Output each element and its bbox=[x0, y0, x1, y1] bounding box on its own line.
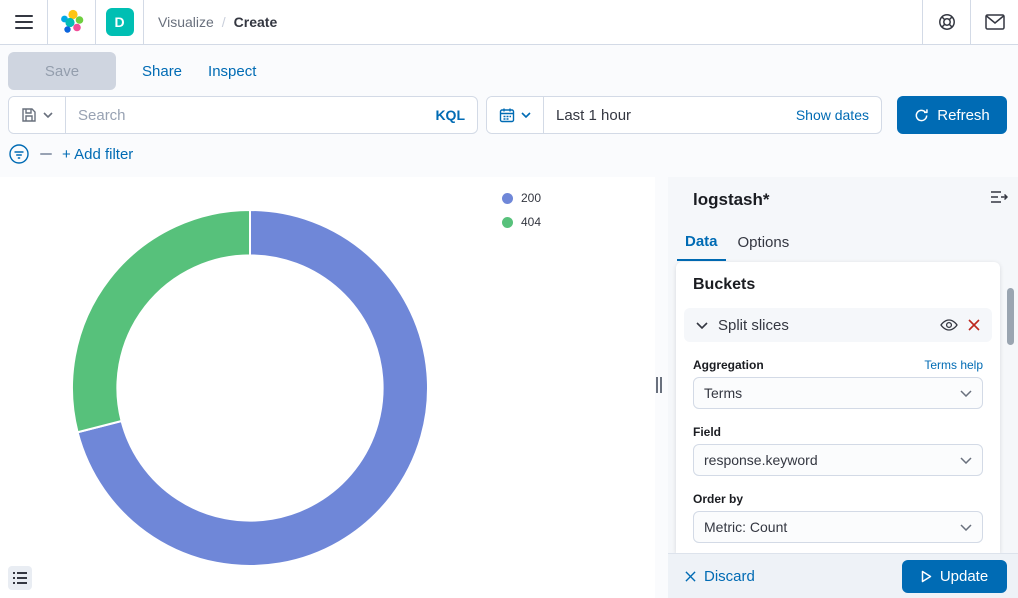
legend-label-404: 404 bbox=[521, 215, 542, 229]
order-by-label: Order by bbox=[693, 492, 744, 506]
top-header: D Visualize / Create bbox=[0, 0, 1018, 45]
refresh-icon bbox=[915, 108, 928, 121]
tab-options[interactable]: Options bbox=[730, 227, 798, 261]
help-icon bbox=[938, 14, 955, 30]
legend-dot-200 bbox=[502, 192, 513, 204]
play-icon bbox=[921, 570, 932, 582]
cross-icon bbox=[685, 570, 696, 582]
split-slices-accordion[interactable]: Split slices bbox=[684, 308, 992, 342]
filter-placeholder-dash bbox=[40, 153, 52, 155]
buckets-card: Buckets Split slices Aggre bbox=[676, 262, 1000, 553]
save-button[interactable]: Save bbox=[8, 52, 116, 90]
add-filter-button[interactable]: + Add filter bbox=[62, 145, 134, 163]
aggregation-value: Terms bbox=[704, 385, 743, 401]
update-label: Update bbox=[939, 567, 989, 585]
filter-bar: + Add filter bbox=[8, 143, 133, 165]
eye-icon bbox=[940, 319, 958, 331]
chevron-down-icon bbox=[960, 456, 972, 464]
quick-select-date-button[interactable] bbox=[487, 97, 544, 133]
terms-help-link[interactable]: Terms help bbox=[924, 358, 983, 372]
help-button[interactable] bbox=[922, 0, 970, 44]
mail-icon bbox=[984, 14, 1005, 30]
refresh-label: Refresh bbox=[937, 106, 990, 124]
remove-bucket-button[interactable] bbox=[968, 319, 980, 331]
search-bar-group: KQL bbox=[8, 96, 478, 134]
field-value: response.keyword bbox=[704, 452, 818, 468]
filter-icon bbox=[9, 144, 29, 164]
breadcrumb-visualize[interactable]: Visualize bbox=[158, 14, 214, 30]
tab-data[interactable]: Data bbox=[677, 227, 726, 261]
panel-resizer-handle[interactable] bbox=[652, 373, 666, 397]
field-label: Field bbox=[693, 425, 722, 439]
discard-label: Discard bbox=[704, 567, 755, 585]
legend-toggle-button[interactable] bbox=[8, 566, 32, 590]
chevron-down-icon bbox=[960, 523, 972, 531]
panel-scrollbar-thumb[interactable] bbox=[1007, 288, 1014, 345]
editor-action-bar: Discard Update bbox=[668, 553, 1018, 598]
hamburger-icon bbox=[14, 15, 33, 29]
filter-options-button[interactable] bbox=[8, 143, 30, 165]
legend-item-404[interactable]: 404 bbox=[502, 215, 541, 229]
calendar-icon bbox=[499, 108, 515, 123]
main-content: 200 404 logstash* Data Options bbox=[0, 177, 1018, 598]
save-query-icon bbox=[22, 108, 36, 122]
update-button[interactable]: Update bbox=[902, 559, 1007, 593]
order-by-value: Metric: Count bbox=[704, 519, 788, 535]
saved-query-menu-button[interactable] bbox=[9, 97, 66, 133]
newsfeed-button[interactable] bbox=[970, 0, 1018, 44]
legend-label-200: 200 bbox=[521, 191, 542, 205]
donut-slice-200[interactable] bbox=[76, 210, 428, 566]
bucket-name: Split slices bbox=[718, 316, 789, 334]
share-button[interactable]: Share bbox=[142, 62, 183, 80]
index-pattern-title: logstash* bbox=[693, 190, 770, 209]
donut-slice-404[interactable] bbox=[72, 210, 251, 434]
toggle-bucket-visibility-button[interactable] bbox=[940, 319, 958, 331]
kql-language-button[interactable]: KQL bbox=[435, 107, 465, 123]
search-input[interactable] bbox=[66, 97, 424, 133]
editor-tabs: Data Options bbox=[677, 227, 797, 261]
breadcrumb-create: Create bbox=[233, 14, 278, 30]
show-dates-button[interactable]: Show dates bbox=[795, 107, 869, 123]
chevron-down-icon bbox=[960, 389, 972, 397]
date-picker-group: Last 1 hour Show dates bbox=[486, 96, 882, 134]
vis-editor-sidebar: logstash* Data Options Buckets Split sli… bbox=[668, 177, 1018, 598]
discard-button[interactable]: Discard bbox=[685, 568, 755, 585]
breadcrumb: Visualize / Create bbox=[144, 0, 922, 44]
vis-toolbar: Save Share Inspect bbox=[8, 52, 256, 90]
chevron-down-icon bbox=[521, 112, 531, 118]
menu-right-icon bbox=[991, 191, 1008, 203]
space-switcher[interactable]: D bbox=[96, 0, 144, 44]
space-badge: D bbox=[105, 8, 134, 36]
legend-dot-404 bbox=[502, 216, 513, 228]
breadcrumb-separator: / bbox=[221, 14, 226, 30]
collapse-panel-button[interactable] bbox=[990, 190, 1008, 204]
chevron-down-icon bbox=[696, 321, 708, 329]
aggregation-label: Aggregation bbox=[693, 358, 764, 372]
elastic-logo[interactable] bbox=[48, 0, 96, 44]
order-by-select[interactable]: Metric: Count bbox=[693, 511, 983, 543]
field-select[interactable]: response.keyword bbox=[693, 444, 983, 476]
aggregation-select[interactable]: Terms bbox=[693, 377, 983, 409]
donut-chart[interactable] bbox=[72, 210, 428, 566]
refresh-button[interactable]: Refresh bbox=[897, 96, 1007, 134]
visualization-area: 200 404 bbox=[0, 177, 655, 598]
legend-item-200[interactable]: 200 bbox=[502, 191, 541, 205]
list-icon bbox=[13, 572, 27, 584]
buckets-title: Buckets bbox=[693, 276, 756, 293]
inspect-button[interactable]: Inspect bbox=[208, 62, 257, 80]
chart-legend: 200 404 bbox=[502, 191, 541, 229]
elastic-logo-icon bbox=[60, 9, 83, 33]
chevron-down-icon bbox=[43, 112, 53, 118]
menu-button[interactable] bbox=[0, 0, 48, 44]
close-icon bbox=[968, 319, 980, 331]
time-range-value[interactable]: Last 1 hour bbox=[556, 106, 632, 124]
